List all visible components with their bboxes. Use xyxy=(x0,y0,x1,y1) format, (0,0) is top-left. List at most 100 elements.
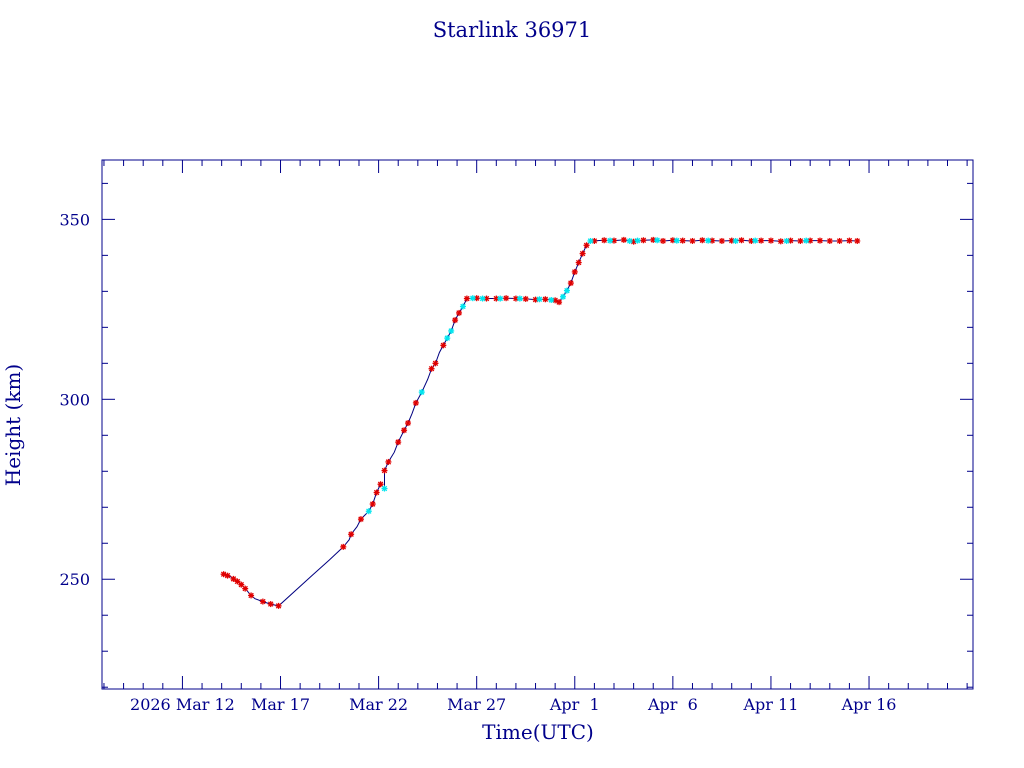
red-data-point xyxy=(522,295,529,302)
red-data-point xyxy=(767,237,774,244)
red-data-point xyxy=(377,481,384,488)
red-data-point xyxy=(373,489,380,496)
cyan-data-point xyxy=(448,327,455,334)
data-markers xyxy=(220,236,861,609)
cyan-data-point xyxy=(634,237,641,244)
cyan-data-point xyxy=(497,295,504,302)
x-tick-label: Apr 1 xyxy=(549,695,600,714)
cyan-data-point xyxy=(654,237,661,244)
red-data-point xyxy=(224,572,231,579)
red-data-point xyxy=(699,237,706,244)
red-data-point xyxy=(463,295,470,302)
chart-title: Starlink 36971 xyxy=(433,18,592,42)
x-tick-label: Apr 11 xyxy=(742,695,798,714)
cyan-data-point xyxy=(732,237,739,244)
red-data-point xyxy=(428,365,435,372)
red-data-point xyxy=(556,299,563,306)
red-data-point xyxy=(689,237,696,244)
red-data-point xyxy=(718,237,725,244)
red-data-point xyxy=(503,295,510,302)
red-data-point xyxy=(679,237,686,244)
red-data-point xyxy=(575,259,582,266)
axis-tick-labels: 2026 Mar 12 Mar 17 Mar 22 Mar 27 Apr 1 Apr 6 A… xyxy=(59,210,896,714)
red-data-point xyxy=(571,268,578,275)
x-tick-label: Apr 6 xyxy=(647,695,698,714)
red-data-point xyxy=(620,236,627,243)
cyan-data-point xyxy=(560,293,567,300)
red-data-point xyxy=(340,543,347,550)
red-data-point xyxy=(238,581,245,588)
cyan-data-point xyxy=(536,296,543,303)
red-data-point xyxy=(640,237,647,244)
x-tick-label: Apr 16 xyxy=(841,695,897,714)
red-data-point xyxy=(583,242,590,249)
y-tick-label: 350 xyxy=(59,210,90,229)
red-data-point xyxy=(601,237,608,244)
plot-frame xyxy=(101,159,974,690)
red-data-point xyxy=(385,458,392,465)
red-data-point xyxy=(412,399,419,406)
series-lines xyxy=(223,239,858,607)
red-data-point xyxy=(452,317,459,324)
red-data-point xyxy=(405,420,412,427)
red-data-point xyxy=(401,427,408,434)
cyan-data-point xyxy=(587,237,594,244)
red-data-point xyxy=(432,360,439,367)
cyan-data-point xyxy=(705,237,712,244)
cyan-data-point xyxy=(783,237,790,244)
red-data-point xyxy=(259,598,266,605)
cyan-data-point xyxy=(381,485,388,492)
cyan-data-point xyxy=(516,295,523,302)
red-data-point xyxy=(816,237,823,244)
y-tick-label: 300 xyxy=(59,390,90,409)
x-tick-label: Mar 27 xyxy=(447,695,506,714)
cyan-data-point xyxy=(479,295,486,302)
red-data-point xyxy=(395,439,402,446)
red-data-point xyxy=(777,238,784,245)
cyan-data-point xyxy=(563,287,570,294)
red-data-point xyxy=(248,592,255,599)
red-data-point xyxy=(758,237,765,244)
red-data-point xyxy=(567,280,574,287)
cyan-data-point xyxy=(626,237,633,244)
red-data-point xyxy=(650,236,657,243)
red-data-point xyxy=(348,531,355,538)
red-data-point xyxy=(267,601,274,608)
red-data-point xyxy=(456,309,463,316)
red-data-point xyxy=(738,237,745,244)
red-data-point xyxy=(357,516,364,523)
x-tick-label: Mar 17 xyxy=(251,695,310,714)
red-data-point xyxy=(807,237,814,244)
red-data-point xyxy=(836,237,843,244)
red-data-point xyxy=(611,237,618,244)
red-data-point xyxy=(846,237,853,244)
axis-ticks xyxy=(102,160,973,689)
cyan-data-point xyxy=(673,237,680,244)
red-data-point xyxy=(797,237,804,244)
cyan-data-point xyxy=(469,295,476,302)
cyan-data-point xyxy=(752,237,759,244)
red-data-point xyxy=(826,237,833,244)
cyan-data-point xyxy=(365,508,372,515)
red-data-point xyxy=(542,296,549,303)
red-data-point xyxy=(369,501,376,508)
cyan-data-point xyxy=(459,303,466,310)
x-axis-label: Time(UTC) xyxy=(482,720,594,744)
cyan-data-point xyxy=(803,237,810,244)
red-data-point xyxy=(230,575,237,582)
red-data-point xyxy=(473,295,480,302)
red-data-point xyxy=(440,342,447,349)
y-tick-label: 250 xyxy=(59,570,90,589)
red-data-point xyxy=(381,467,388,474)
cyan-data-point xyxy=(548,296,555,303)
red-data-point xyxy=(660,237,667,244)
red-data-point xyxy=(854,237,861,244)
red-data-point xyxy=(275,602,282,609)
red-data-point xyxy=(579,250,586,257)
trajectory-line xyxy=(223,239,858,607)
y-axis-label: Height (km) xyxy=(1,364,25,486)
red-data-point xyxy=(242,585,249,592)
cyan-data-point xyxy=(444,335,451,342)
cyan-data-point xyxy=(607,237,614,244)
